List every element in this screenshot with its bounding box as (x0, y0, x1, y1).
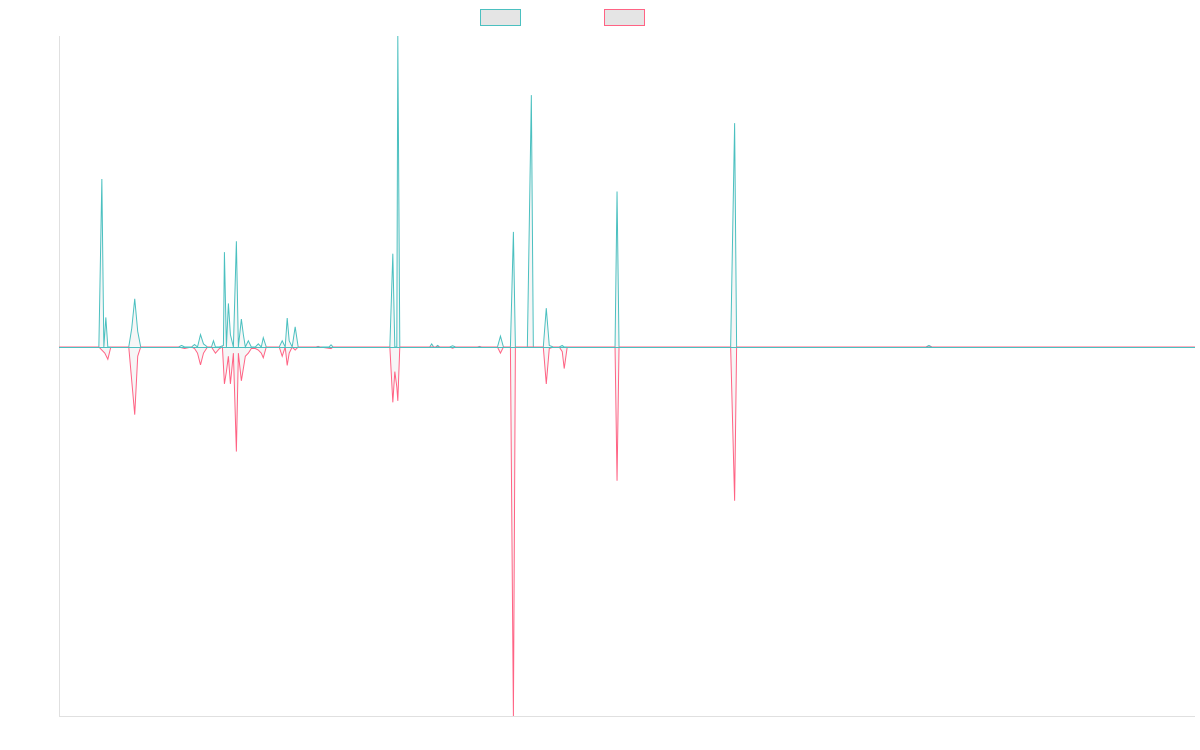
legend-swatch-series-1[interactable] (480, 9, 521, 26)
legend (480, 9, 645, 26)
plot-area (59, 35, 1195, 717)
legend-swatch-series-2[interactable] (604, 9, 645, 26)
series-1-line[interactable] (59, 35, 1195, 349)
series-2-line[interactable] (59, 346, 1195, 717)
series-2-area (59, 347, 1195, 716)
series-1-area (59, 36, 1195, 347)
